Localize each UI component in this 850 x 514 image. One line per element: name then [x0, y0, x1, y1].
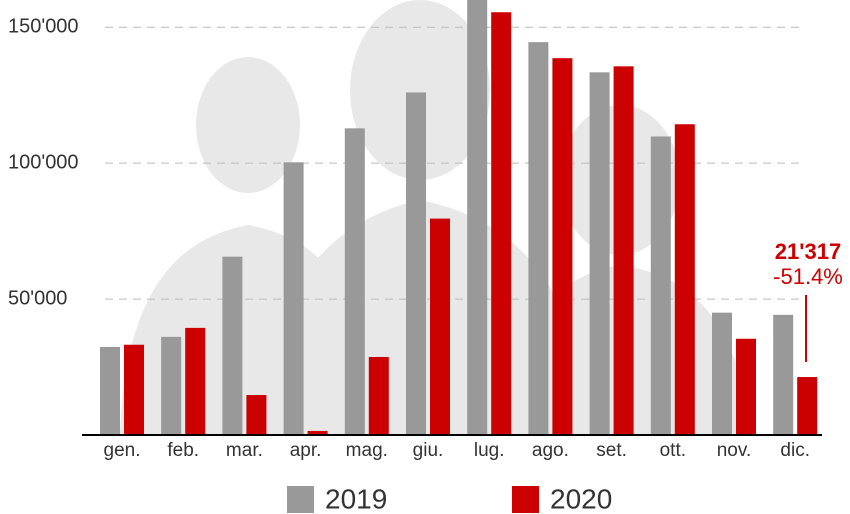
chart: 21'317 -51.4% 50'000 100'000 150'000 gen. fe… [0, 0, 850, 514]
x-tick-label: ago. [532, 440, 569, 461]
bar [651, 136, 671, 435]
x-tick-label: feb. [167, 440, 199, 461]
bar [124, 345, 144, 435]
bar [614, 66, 634, 435]
bar [222, 257, 242, 435]
x-tick-label: set. [596, 440, 627, 461]
bar [797, 377, 817, 435]
legend-label: 2020 [550, 483, 612, 514]
value-label: 21'317 [775, 239, 841, 264]
bar [528, 42, 548, 435]
bar [161, 337, 181, 435]
x-tick-label: mar. [226, 440, 263, 461]
x-tick-label: nov. [717, 440, 752, 461]
y-tick-label: 150'000 [8, 15, 79, 37]
y-tick-label: 100'000 [8, 151, 79, 173]
bar [185, 328, 205, 435]
bar [773, 315, 793, 435]
bar [467, 0, 487, 435]
bar [712, 313, 732, 435]
x-tick-label: giu. [413, 440, 444, 461]
bar [675, 124, 695, 435]
x-tick-label: gen. [104, 440, 141, 461]
bar [736, 339, 756, 435]
bar [100, 347, 120, 435]
bar [590, 72, 610, 435]
y-tick-label: 50'000 [8, 287, 67, 309]
legend-swatch [512, 486, 539, 513]
legend-label: 2019 [325, 483, 387, 514]
x-tick-label: lug. [474, 440, 505, 461]
x-tick-label: mag. [346, 440, 388, 461]
bar [345, 128, 365, 435]
bar [552, 58, 572, 435]
annotation: -51.4% [773, 264, 843, 289]
x-tick-label: ott. [660, 440, 686, 461]
bar [246, 395, 266, 435]
x-tick-label: apr. [290, 440, 322, 461]
bar [369, 357, 389, 435]
bar [284, 162, 304, 435]
x-tick-label: dic. [780, 440, 810, 461]
legend-swatch [287, 486, 314, 513]
bar [430, 219, 450, 435]
bar [406, 92, 426, 435]
bar [491, 12, 511, 435]
